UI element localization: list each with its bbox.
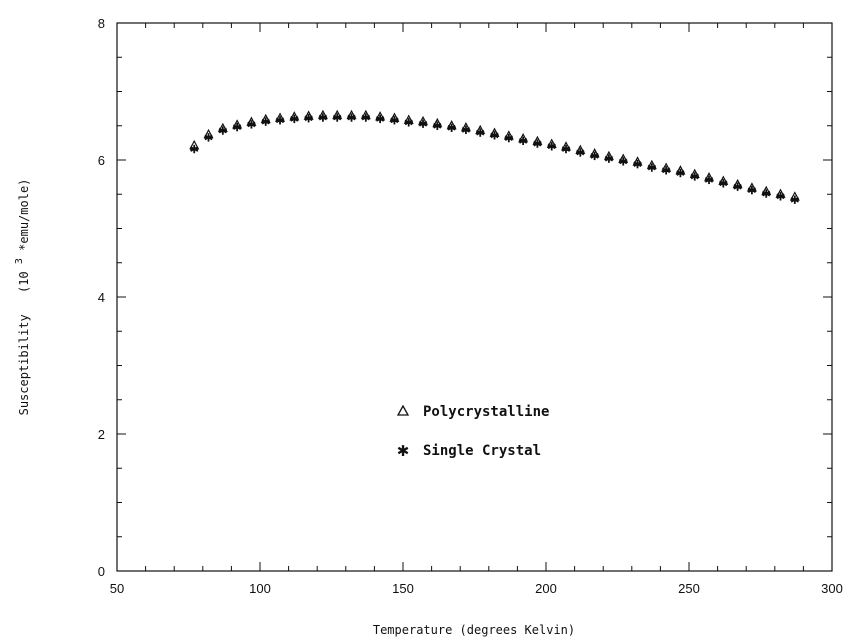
single-crystal-point <box>304 114 313 123</box>
y-axis-ticks: 0 2 4 6 8 <box>98 16 832 579</box>
x-tick-label: 200 <box>535 581 557 596</box>
single-crystal-point <box>275 116 285 125</box>
single-crystal-point <box>647 163 657 172</box>
legend-label-polycrystalline: Polycrystalline <box>423 404 549 420</box>
plot-frame <box>116 22 833 572</box>
single-crystal-point <box>633 159 642 169</box>
x-axis-label: Temperature (degrees Kelvin) <box>373 623 575 637</box>
single-crystal-point <box>347 113 356 122</box>
single-crystal-point <box>704 175 714 185</box>
single-crystal-point <box>690 172 699 181</box>
legend-label-single-crystal: Single Crystal <box>423 443 541 459</box>
y-axis-label-group: Susceptibility (10 3 *emu/mole) <box>11 179 31 416</box>
legend-star-marker: ✱ <box>397 442 410 460</box>
x-tick-label: 300 <box>821 581 843 596</box>
single-crystal-point <box>404 118 413 127</box>
x-tick-label: 150 <box>392 581 414 596</box>
single-crystal-point <box>590 151 599 161</box>
y-axis-label: Susceptibility (10 3 *emu/mole) <box>11 179 31 416</box>
single-crystal-point <box>290 114 299 124</box>
y-tick-label: 0 <box>98 564 105 579</box>
single-crystal-point <box>247 120 256 129</box>
single-crystal-point <box>190 144 199 154</box>
y-axis-label-name: Susceptibility <box>17 314 31 415</box>
x-tick-label: 250 <box>678 581 700 596</box>
single-crystal-point <box>490 131 499 140</box>
y-tick-label: 2 <box>98 427 105 442</box>
y-tick-label: 4 <box>98 290 105 305</box>
single-crystal-point <box>747 185 757 195</box>
single-crystal-point <box>733 182 742 191</box>
legend-triangle-marker <box>396 404 410 416</box>
y-tick-label: 8 <box>98 16 105 31</box>
single-crystal-point <box>604 154 614 163</box>
single-crystal-point <box>318 113 328 122</box>
single-crystal-point <box>433 121 442 130</box>
single-crystal-point <box>719 179 728 188</box>
single-crystal-point <box>504 133 514 143</box>
single-crystal-point <box>390 116 399 125</box>
single-crystal-point <box>790 195 800 204</box>
x-tick-label: 50 <box>110 581 124 596</box>
single-crystal-point <box>375 114 385 124</box>
x-axis-ticks: 50 100 150 200 250 300 <box>110 23 843 596</box>
single-crystal-point <box>762 189 771 198</box>
single-crystal-point <box>561 144 571 154</box>
single-crystal-point <box>676 168 685 178</box>
single-crystal-point <box>547 142 556 151</box>
data-series <box>189 109 800 204</box>
single-crystal-point <box>661 166 671 175</box>
legend: Polycrystalline ✱ Single Crystal <box>397 404 550 460</box>
single-crystal-point <box>576 148 585 157</box>
single-crystal-point <box>261 117 270 126</box>
y-axis-label-unit-tail: *emu/mole) <box>17 179 31 251</box>
single-crystal-point <box>418 119 428 128</box>
single-crystal-point <box>204 133 213 142</box>
single-crystal-point <box>333 113 342 122</box>
y-axis-label-unit: (10 <box>17 271 31 293</box>
single-crystal-point <box>533 139 542 148</box>
y-axis-label-unit-exponent: 3 <box>14 258 25 264</box>
x-tick-label: 100 <box>249 581 271 596</box>
single-crystal-point <box>619 157 628 166</box>
single-crystal-point <box>361 113 371 122</box>
single-crystal-point <box>476 128 485 137</box>
single-crystal-point <box>447 123 456 133</box>
single-crystal-point <box>776 192 785 201</box>
single-crystal-point <box>518 136 528 146</box>
single-crystal-point <box>461 125 471 135</box>
single-crystal-point <box>218 126 228 135</box>
y-tick-label: 6 <box>98 153 105 168</box>
single-crystal-point <box>232 122 242 132</box>
